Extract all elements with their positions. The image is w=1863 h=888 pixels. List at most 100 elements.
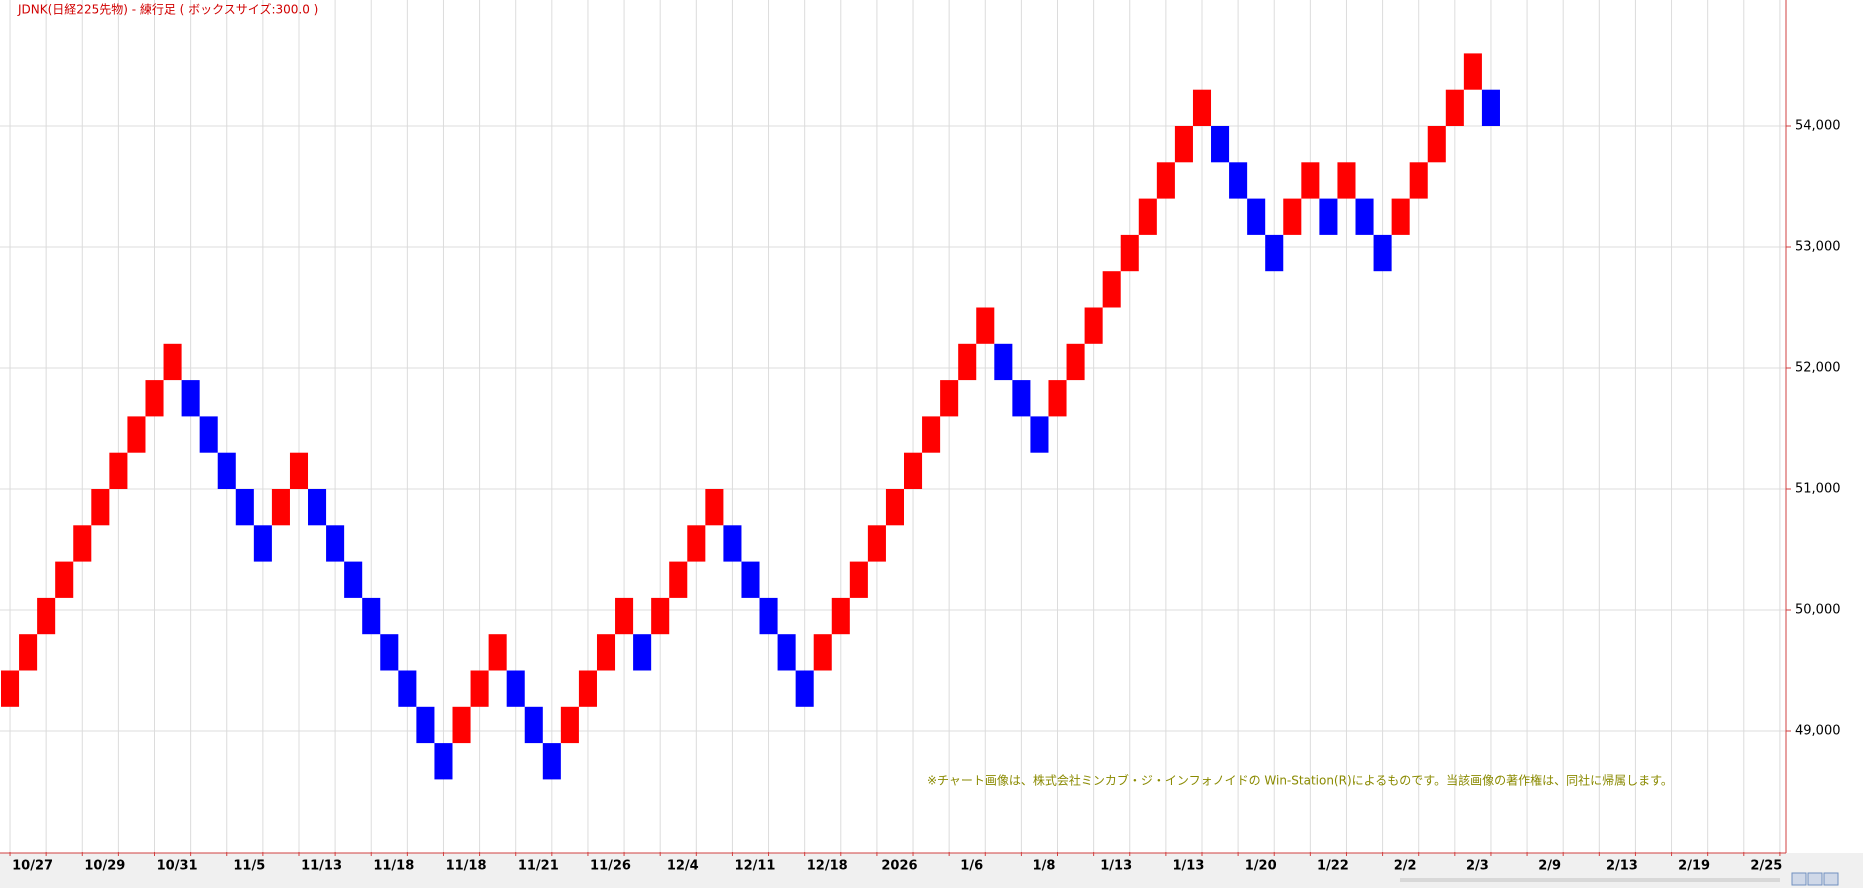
grid [0, 0, 1791, 856]
x-tick-label: 2/2 [1394, 859, 1417, 874]
x-tick-label: 1/8 [1033, 859, 1056, 874]
up-brick [145, 380, 164, 417]
axis-strip [0, 853, 1863, 888]
x-tick-label: 2/9 [1538, 859, 1561, 874]
down-brick [416, 706, 435, 744]
up-brick [1138, 198, 1157, 235]
up-brick [73, 525, 92, 562]
down-brick [795, 670, 814, 707]
down-brick [308, 489, 327, 526]
x-tick-label: 1/6 [960, 859, 983, 874]
up-brick [904, 452, 923, 489]
up-brick [922, 416, 941, 453]
up-brick [1409, 162, 1428, 199]
x-tick-label: 11/18 [446, 859, 487, 874]
down-brick [1373, 234, 1392, 272]
x-tick-label: 2/13 [1606, 859, 1638, 874]
up-brick [1102, 271, 1121, 308]
x-tick-label: 11/13 [301, 859, 342, 874]
up-brick [91, 489, 110, 526]
up-brick [289, 452, 309, 489]
up-brick [1445, 89, 1464, 126]
down-brick [199, 416, 218, 453]
x-tick-label: 10/27 [12, 859, 53, 874]
down-brick [253, 525, 272, 562]
x-tick-label: 2026 [881, 859, 917, 874]
up-brick [1283, 198, 1302, 235]
up-brick [578, 670, 597, 707]
x-tick-label: 10/29 [84, 859, 125, 874]
x-tick-label: 1/20 [1245, 859, 1277, 874]
down-brick [344, 561, 363, 598]
down-brick [181, 380, 200, 417]
down-brick [434, 743, 453, 780]
y-tick-label: 50,000 [1795, 603, 1841, 618]
up-brick [560, 706, 579, 744]
down-brick [633, 634, 652, 671]
down-brick [1265, 234, 1284, 272]
up-brick [127, 416, 146, 453]
up-brick [470, 670, 489, 707]
up-brick [37, 597, 56, 635]
up-brick [163, 343, 182, 381]
x-tick-label: 2/19 [1678, 859, 1710, 874]
y-tick-label: 53,000 [1795, 240, 1841, 255]
scroll-controls[interactable] [1400, 872, 1839, 886]
x-tick-label: 2/3 [1466, 859, 1489, 874]
up-brick [109, 452, 128, 489]
up-brick [452, 706, 471, 744]
up-brick [1048, 380, 1067, 417]
up-brick [831, 597, 850, 635]
up-brick [867, 525, 886, 562]
x-tick-label: 2/25 [1750, 859, 1782, 874]
up-brick [651, 597, 670, 635]
down-brick [1229, 162, 1248, 199]
down-brick [1355, 198, 1374, 235]
fit[interactable] [1823, 872, 1839, 886]
down-brick [542, 743, 561, 780]
down-brick [326, 525, 345, 562]
up-brick [705, 489, 724, 526]
down-brick [1012, 380, 1031, 417]
x-tick-label: 11/18 [373, 859, 414, 874]
down-brick [1247, 198, 1266, 235]
down-brick [759, 597, 778, 635]
zoom-out[interactable] [1807, 872, 1823, 886]
y-tick-label: 49,000 [1795, 724, 1841, 739]
up-brick [1463, 53, 1482, 90]
up-brick [813, 634, 832, 671]
zoom-in[interactable] [1791, 872, 1807, 886]
up-brick [271, 489, 290, 526]
down-brick [235, 489, 254, 526]
up-brick [958, 343, 977, 381]
down-brick [1211, 126, 1230, 163]
down-brick [741, 561, 760, 598]
up-brick [596, 634, 616, 671]
up-brick [19, 634, 38, 671]
up-brick [55, 561, 74, 598]
x-tick-label: 1/13 [1172, 859, 1204, 874]
y-tick-label: 51,000 [1795, 482, 1841, 497]
down-brick [380, 634, 399, 671]
y-tick-label: 54,000 [1795, 119, 1841, 134]
x-tick-label: 11/21 [518, 859, 559, 874]
x-tick-label: 12/18 [807, 859, 848, 874]
down-brick [1030, 416, 1049, 453]
up-brick [1337, 162, 1356, 199]
x-tick-label: 11/5 [233, 859, 265, 874]
x-tick-label: 1/22 [1317, 859, 1349, 874]
down-brick [362, 597, 381, 635]
scrollbar[interactable] [1400, 878, 1780, 882]
down-brick [1481, 89, 1500, 126]
chart-title: JDNK(日経225先物) - 練行足 ( ボックスサイズ:300.0 ) [17, 2, 318, 17]
down-brick [217, 452, 236, 489]
down-brick [723, 525, 742, 562]
down-brick [994, 343, 1013, 381]
up-brick [940, 380, 959, 417]
up-brick [1, 670, 20, 707]
up-brick [488, 634, 507, 671]
up-brick [1066, 343, 1085, 381]
up-brick [1174, 126, 1193, 163]
